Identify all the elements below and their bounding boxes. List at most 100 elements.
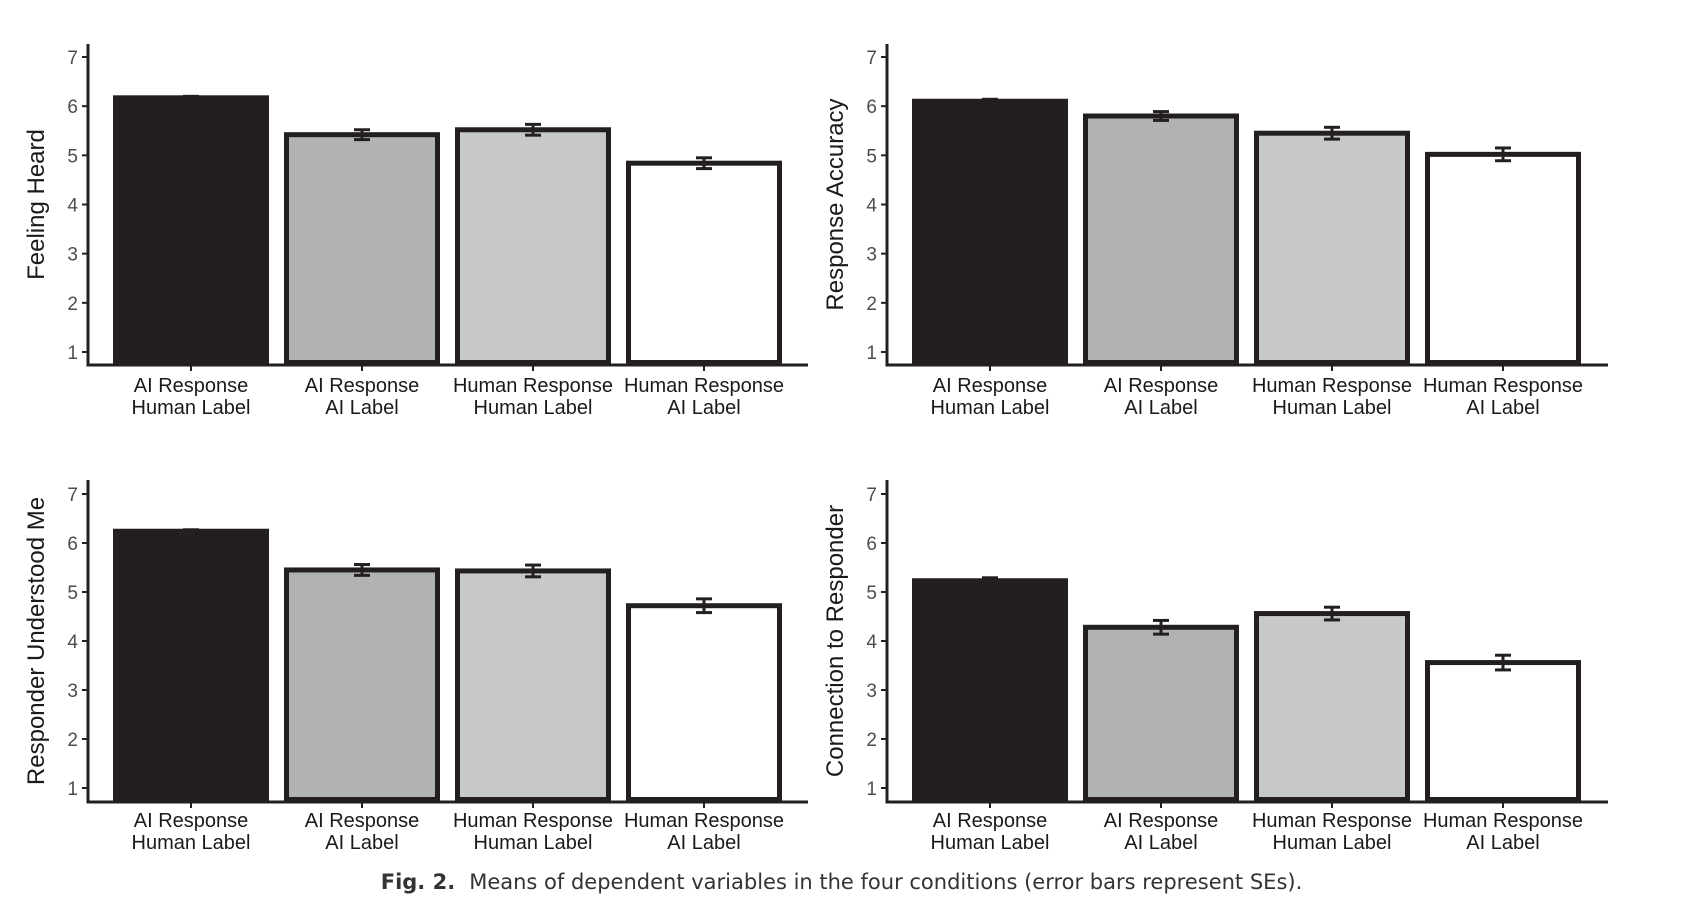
x-tick-label: Human Label [474, 832, 593, 854]
y-tick-label: 7 [67, 48, 78, 69]
error-bar-3 [1324, 605, 1340, 622]
x-tick-label: Human Label [931, 832, 1050, 854]
x-tick-label: Human Response [1423, 375, 1583, 397]
bar-3 [455, 127, 611, 365]
bar-4 [626, 603, 782, 802]
x-tick-label: Human Label [1273, 832, 1392, 854]
error-bar-3 [525, 563, 541, 579]
x-tick-label: AI Label [1466, 832, 1539, 854]
x-tick-label: AI Response [305, 375, 420, 397]
x-tick-label: AI Response [1104, 810, 1219, 832]
y-axis-title: Responder Understood Me [23, 497, 50, 785]
y-tick-label: 2 [866, 730, 877, 751]
error-bar-1 [183, 94, 199, 101]
error-bar-2 [354, 128, 370, 142]
x-tick-label: AI Label [1466, 397, 1539, 419]
error-bar-1 [982, 576, 998, 586]
x-tick-label: AI Response [933, 375, 1048, 397]
y-tick-label: 3 [67, 681, 78, 702]
y-tick-label: 2 [866, 294, 877, 315]
x-tick-label: Human Response [624, 375, 784, 397]
y-tick-label: 4 [866, 632, 877, 653]
bar-1 [113, 528, 269, 802]
caption-label: Fig. 2. [380, 870, 456, 894]
x-tick-label: Human Response [453, 810, 613, 832]
y-tick-label: 3 [866, 681, 877, 702]
x-tick-label: AI Label [325, 397, 398, 419]
y-tick-label: 4 [866, 196, 877, 217]
bar-3 [1254, 611, 1410, 802]
y-tick-label: 5 [866, 146, 877, 167]
y-tick-label: 3 [866, 245, 877, 266]
y-tick-label: 7 [67, 485, 78, 506]
x-tick-label: Human Label [931, 397, 1050, 419]
bar-4 [1425, 151, 1581, 365]
x-tick-label: AI Response [305, 810, 420, 832]
bar-2 [284, 132, 440, 365]
error-bar-3 [525, 122, 541, 137]
x-tick-label: AI Label [667, 397, 740, 419]
x-tick-label: Human Label [132, 832, 251, 854]
y-tick-label: 5 [866, 583, 877, 604]
bar-1 [113, 95, 269, 366]
x-tick-label: AI Response [1104, 375, 1219, 397]
bar-2 [284, 567, 440, 803]
y-tick-label: 6 [866, 534, 877, 555]
x-tick-label: AI Response [134, 810, 249, 832]
y-tick-label: 5 [67, 146, 78, 167]
bar-4 [1425, 660, 1581, 802]
figure-caption: Fig. 2. Means of dependent variables in t… [0, 870, 1683, 894]
y-tick-label: 1 [866, 779, 877, 800]
y-tick-label: 1 [67, 343, 78, 364]
error-bar-4 [1495, 653, 1511, 672]
x-tick-label: AI Label [1124, 397, 1197, 419]
bar-1 [912, 578, 1068, 802]
y-tick-label: 4 [67, 196, 78, 217]
error-bar-4 [1495, 146, 1511, 163]
error-bar-4 [696, 597, 712, 615]
y-tick-label: 6 [67, 97, 78, 118]
error-bar-3 [1324, 125, 1340, 141]
y-tick-label: 1 [67, 779, 78, 800]
x-tick-label: Human Response [624, 810, 784, 832]
y-tick-label: 6 [67, 534, 78, 555]
x-tick-label: AI Response [134, 375, 249, 397]
y-tick-label: 2 [67, 294, 78, 315]
x-tick-label: Human Response [1423, 810, 1583, 832]
x-tick-label: AI Label [667, 832, 740, 854]
error-bar-2 [1153, 618, 1169, 636]
x-tick-label: AI Label [1124, 832, 1197, 854]
y-tick-label: 7 [866, 48, 877, 69]
y-tick-label: 2 [67, 730, 78, 751]
error-bar-1 [183, 528, 199, 535]
bar-4 [626, 160, 782, 365]
caption-text: Means of dependent variables in the four… [469, 870, 1303, 894]
error-bar-4 [696, 156, 712, 171]
y-axis-title: Feeling Heard [23, 129, 50, 280]
y-tick-label: 4 [67, 632, 78, 653]
bar-2 [1083, 624, 1239, 803]
error-bar-2 [354, 563, 370, 577]
y-tick-label: 7 [866, 485, 877, 506]
x-tick-label: Human Label [132, 397, 251, 419]
y-axis-title: Response Accuracy [822, 98, 849, 310]
bar-3 [455, 568, 611, 802]
y-tick-label: 1 [866, 343, 877, 364]
error-bar-2 [1153, 110, 1169, 122]
x-tick-label: Human Response [453, 375, 613, 397]
y-tick-label: 5 [67, 583, 78, 604]
x-tick-label: Human Label [1273, 397, 1392, 419]
error-bar-1 [982, 97, 998, 105]
x-tick-label: Human Response [1252, 810, 1412, 832]
x-tick-label: AI Response [933, 810, 1048, 832]
bar-3 [1254, 130, 1410, 365]
bar-2 [1083, 113, 1239, 365]
x-tick-label: AI Label [325, 832, 398, 854]
y-tick-label: 6 [866, 97, 877, 118]
y-axis-title: Connection to Responder [822, 505, 849, 777]
